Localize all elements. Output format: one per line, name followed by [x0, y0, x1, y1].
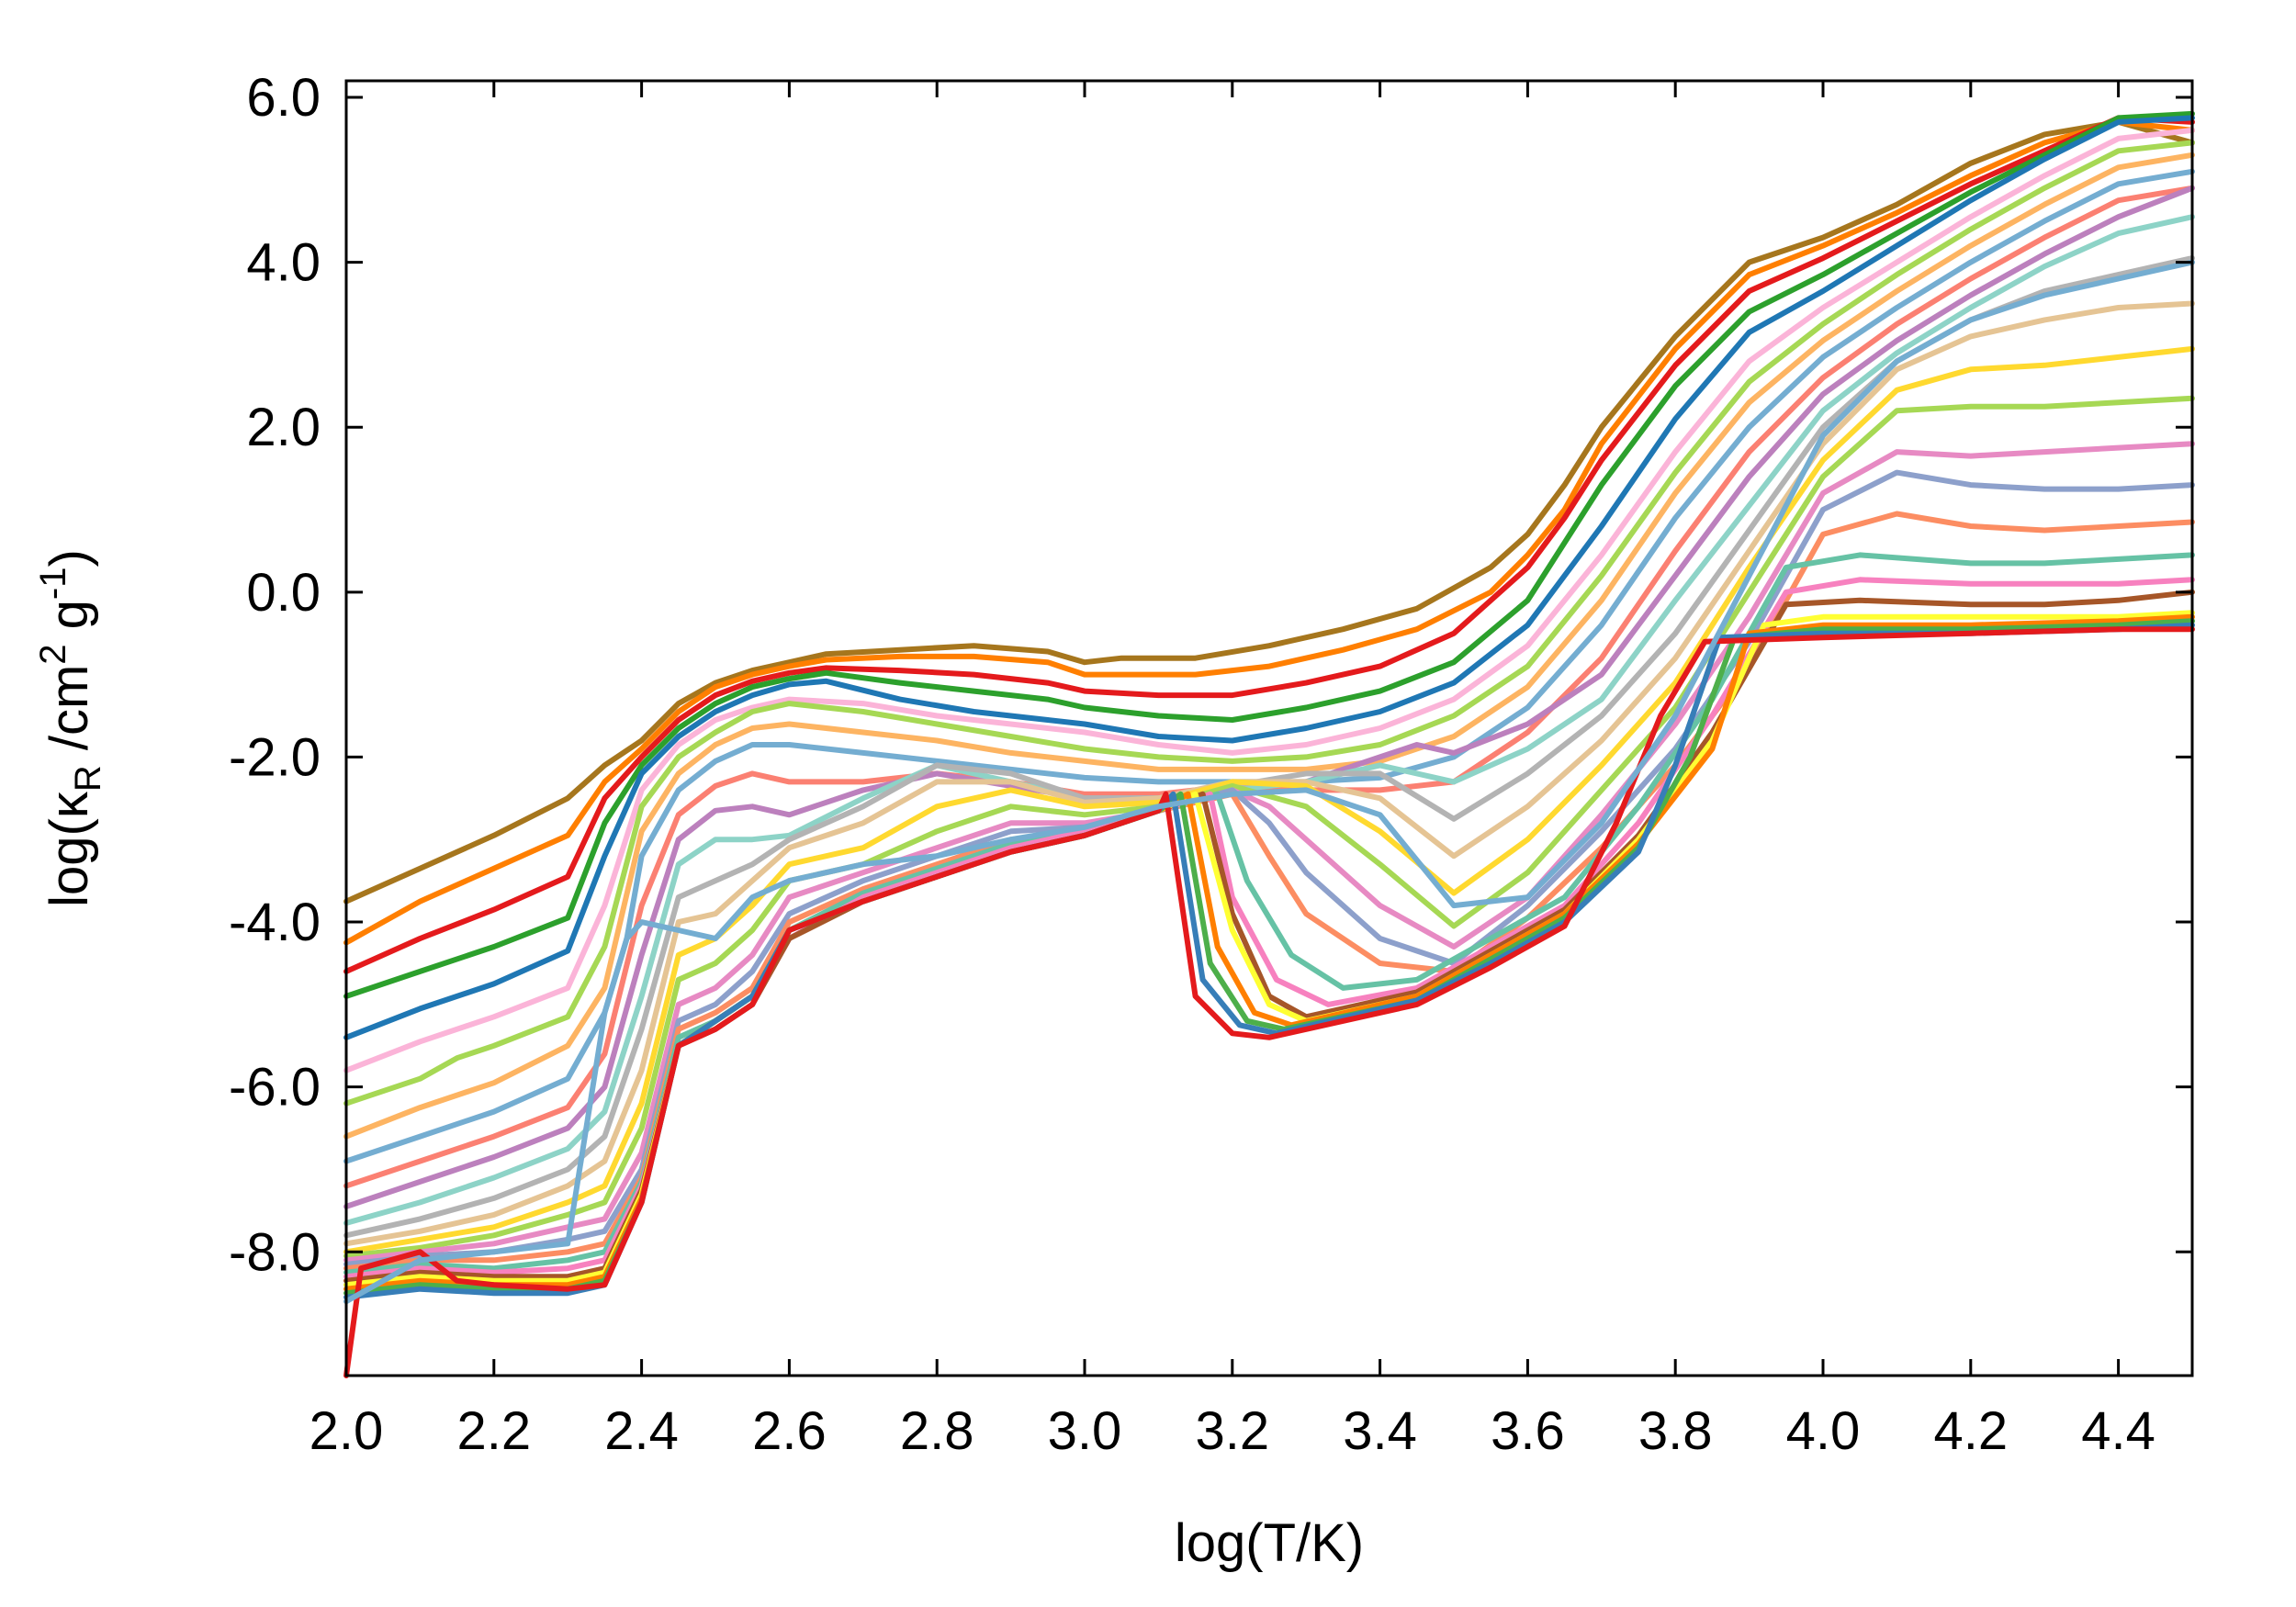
series-line-2	[343, 118, 2195, 946]
x-tick-label-10: 4.0	[1786, 1401, 1861, 1461]
series-line-10	[343, 185, 2195, 1189]
y-label-prefix: log(κ	[39, 791, 99, 907]
y-tick-label-0: 6.0	[246, 68, 321, 128]
x-tick-label-6: 3.2	[1195, 1401, 1269, 1461]
series-line-28	[343, 259, 2195, 1305]
y-label-sup1: 2	[33, 644, 73, 664]
series-line-21	[343, 577, 2195, 1280]
series-line-7	[343, 140, 2195, 1107]
series-group	[343, 110, 2195, 1378]
x-tick-label-4: 2.8	[900, 1401, 974, 1461]
y-label-mid2: g	[39, 600, 99, 644]
x-tick-label-0: 2.0	[310, 1401, 384, 1461]
x-tick-label-2: 2.4	[604, 1401, 679, 1461]
y-tick-label-5: -4.0	[229, 893, 321, 952]
y-tick-label-6: -6.0	[229, 1058, 321, 1118]
x-tick-label-12: 4.4	[2081, 1401, 2155, 1461]
series-line-27	[343, 626, 2195, 1378]
x-tick-label-11: 4.2	[1933, 1401, 2008, 1461]
x-tick-label-3: 2.6	[752, 1401, 827, 1461]
x-axis-label: log(T/K)	[1175, 1513, 1364, 1573]
x-tick-labels: 2.0 2.2 2.4 2.6 2.8 3.0 3.2 3.4 3.6 3.8 4.0 4.2 4.4	[310, 1401, 2155, 1461]
x-tick-label-8: 3.6	[1491, 1401, 1565, 1461]
series-line-14	[343, 300, 2195, 1247]
y-label-suffix: )	[39, 549, 99, 567]
y-tick-label-7: -8.0	[229, 1222, 321, 1282]
y-axis-label: log(κR /cm2 g-1)	[33, 549, 108, 907]
y-tick-label-4: -2.0	[229, 727, 321, 787]
y-label-mid1: /cm	[39, 665, 99, 766]
x-tick-label-1: 2.2	[456, 1401, 531, 1461]
y-tick-label-1: 4.0	[246, 233, 321, 293]
y-label-sup2: -1	[33, 567, 73, 600]
y-tick-labels: 6.0 4.0 2.0 0.0 -2.0 -4.0 -6.0 -8.0	[229, 68, 321, 1282]
x-tick-label-9: 3.8	[1638, 1401, 1713, 1461]
series-line-22	[343, 589, 2195, 1284]
series-line-8	[343, 152, 2195, 1140]
series-line-3	[343, 115, 2195, 974]
plot-frame	[344, 79, 2194, 1377]
series-line-12	[343, 214, 2195, 1226]
y-label-sub: R	[68, 765, 108, 792]
ticks-group	[344, 81, 2192, 1376]
series-line-4	[343, 110, 2195, 999]
y-tick-label-2: 2.0	[246, 398, 321, 457]
y-tick-label-3: 0.0	[246, 563, 321, 623]
x-tick-label-7: 3.4	[1343, 1401, 1417, 1461]
x-tick-label-5: 3.0	[1048, 1401, 1122, 1461]
series-line-1	[343, 118, 2195, 905]
series-line-5	[343, 115, 2195, 1040]
series-line-6	[343, 127, 2195, 1073]
series-line-15	[343, 345, 2195, 1255]
